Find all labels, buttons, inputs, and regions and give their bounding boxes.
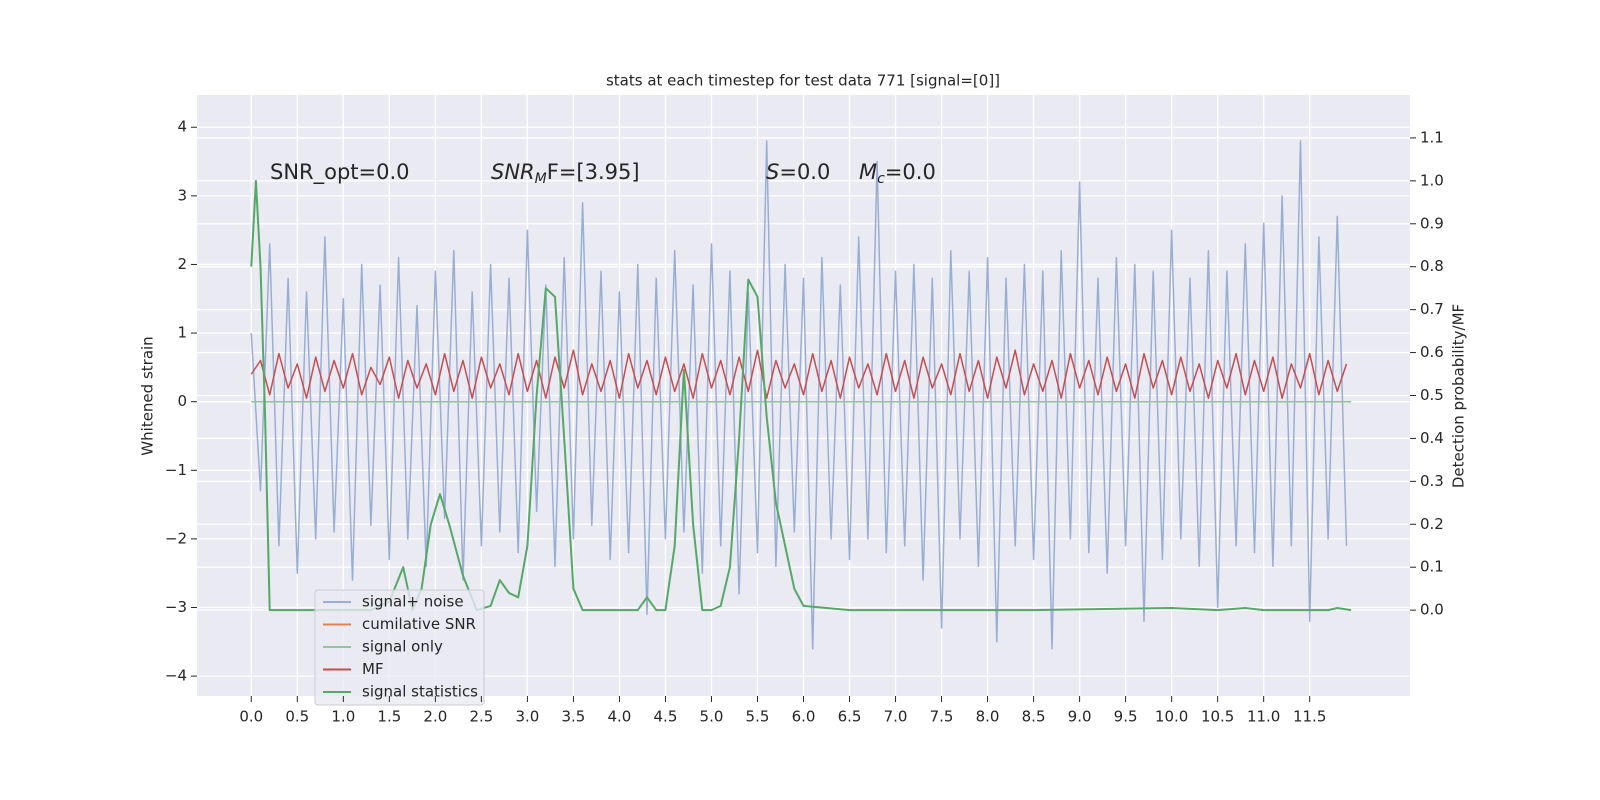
x-tick-label: 11.5 — [1293, 708, 1326, 726]
annotation: Mc=0.0 — [859, 160, 936, 187]
x-tick-label: 11.0 — [1247, 708, 1280, 726]
x-tick-label: 5.0 — [700, 708, 724, 726]
x-tick-label: 3.0 — [515, 708, 539, 726]
annotation-part: M — [859, 160, 877, 184]
x-tick-label: 10.0 — [1155, 708, 1188, 726]
y2-tick-label: 1.1 — [1420, 128, 1444, 146]
annotation-part: c — [877, 171, 885, 187]
x-tick-label: 3.5 — [561, 708, 585, 726]
y2-tick-label: 0.0 — [1420, 601, 1444, 619]
y-tick-label: 3 — [177, 186, 187, 204]
x-tick-label: 6.0 — [792, 708, 816, 726]
y2-axis-label: Detection probability/MF — [1450, 304, 1468, 488]
annotation: SNRMF=[3.95] — [491, 160, 640, 187]
annotation-part: SNR_opt=0.0 — [270, 160, 410, 185]
annotation-part: S — [766, 160, 779, 184]
y2-tick-label: 0.2 — [1420, 515, 1444, 533]
x-tick-label: 5.5 — [746, 708, 770, 726]
y2-tick-label: 0.9 — [1420, 214, 1444, 232]
x-tick-label: 9.5 — [1114, 708, 1138, 726]
x-tick-label: 1.5 — [377, 708, 401, 726]
y-tick-label: −4 — [165, 667, 187, 685]
x-tick-label: 4.0 — [608, 708, 632, 726]
annotation-part: M — [535, 171, 547, 187]
x-tick-label: 10.5 — [1201, 708, 1234, 726]
legend-label: signal only — [362, 638, 443, 656]
x-tick-label: 8.5 — [1022, 708, 1046, 726]
y2-tick-label: 1.0 — [1420, 171, 1444, 189]
legend-label: signal statistics — [362, 683, 478, 701]
x-tick-label: 0.0 — [239, 708, 263, 726]
series-line — [250, 140, 1348, 650]
y2-tick-label: 0.5 — [1420, 386, 1444, 404]
annotation: SNR_opt=0.0 — [270, 160, 410, 185]
annotation-part: SNR — [491, 160, 535, 184]
x-tick-label: 0.5 — [285, 708, 309, 726]
chart-title: stats at each timestep for test data 771… — [606, 72, 1000, 90]
annotation-part: F=[3.95] — [547, 160, 640, 184]
y2-tick-label: 0.8 — [1420, 257, 1444, 275]
x-tick-label: 4.5 — [654, 708, 678, 726]
x-tick-label: 7.5 — [930, 708, 954, 726]
x-tick-label: 6.5 — [838, 708, 862, 726]
legend-label: cumilative SNR — [362, 615, 476, 633]
series-line — [250, 349, 1348, 399]
legend-box — [314, 589, 485, 706]
x-tick-label: 2.5 — [469, 708, 493, 726]
legend-label: signal+ noise — [362, 593, 464, 611]
y-tick-label: −3 — [165, 598, 187, 616]
y2-tick-label: 0.6 — [1420, 343, 1444, 361]
y2-tick-label: 0.4 — [1420, 429, 1444, 447]
x-tick-label: 9.0 — [1068, 708, 1092, 726]
y-tick-label: 0 — [177, 392, 187, 410]
x-tick-label: 8.0 — [976, 708, 1000, 726]
y-tick-label: 1 — [177, 324, 187, 342]
x-tick-label: 1.0 — [331, 708, 355, 726]
y2-tick-label: 0.3 — [1420, 472, 1444, 490]
y-tick-label: −2 — [165, 529, 187, 547]
y2-tick-label: 0.1 — [1420, 558, 1444, 576]
legend-label: MF — [362, 660, 384, 678]
annotation-part: =0.0 — [779, 160, 830, 184]
x-tick-label: 2.0 — [423, 708, 447, 726]
y-tick-label: 2 — [177, 255, 187, 273]
y-tick-label: 4 — [177, 118, 187, 136]
x-tick-label: 7.0 — [884, 708, 908, 726]
annotation-part: =0.0 — [885, 160, 936, 184]
y-axis-label: Whitened strain — [139, 336, 157, 455]
y2-tick-label: 0.7 — [1420, 300, 1444, 318]
y-tick-label: −1 — [165, 461, 187, 479]
annotation: S=0.0 — [766, 160, 830, 184]
